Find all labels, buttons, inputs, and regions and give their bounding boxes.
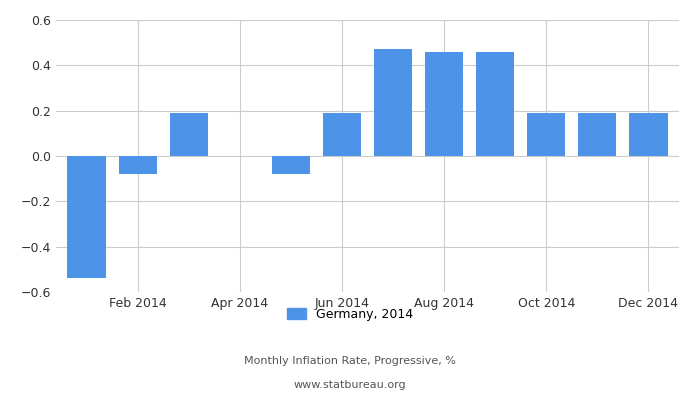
- Bar: [578, 113, 617, 156]
- Bar: [425, 52, 463, 156]
- Text: www.statbureau.org: www.statbureau.org: [294, 380, 406, 390]
- Bar: [629, 113, 668, 156]
- Text: Monthly Inflation Rate, Progressive, %: Monthly Inflation Rate, Progressive, %: [244, 356, 456, 366]
- Legend: Germany, 2014: Germany, 2014: [282, 303, 418, 326]
- Bar: [169, 113, 208, 156]
- Bar: [374, 50, 412, 156]
- Bar: [323, 113, 361, 156]
- Bar: [118, 156, 157, 174]
- Bar: [272, 156, 310, 174]
- Bar: [476, 52, 514, 156]
- Bar: [527, 113, 566, 156]
- Bar: [67, 156, 106, 278]
